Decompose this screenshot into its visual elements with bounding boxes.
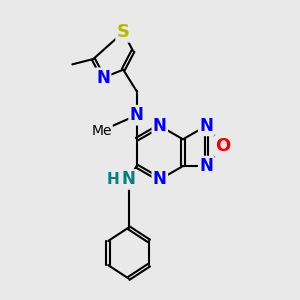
Text: H: H (106, 172, 119, 187)
Text: O: O (214, 137, 230, 155)
Text: N: N (153, 170, 167, 188)
Text: N: N (153, 117, 167, 135)
Text: N: N (96, 69, 110, 87)
Text: N: N (199, 117, 213, 135)
Text: Me: Me (92, 124, 112, 138)
Text: N: N (122, 170, 136, 188)
Text: N: N (199, 157, 213, 175)
Text: N: N (130, 106, 144, 124)
Text: S: S (117, 23, 130, 41)
